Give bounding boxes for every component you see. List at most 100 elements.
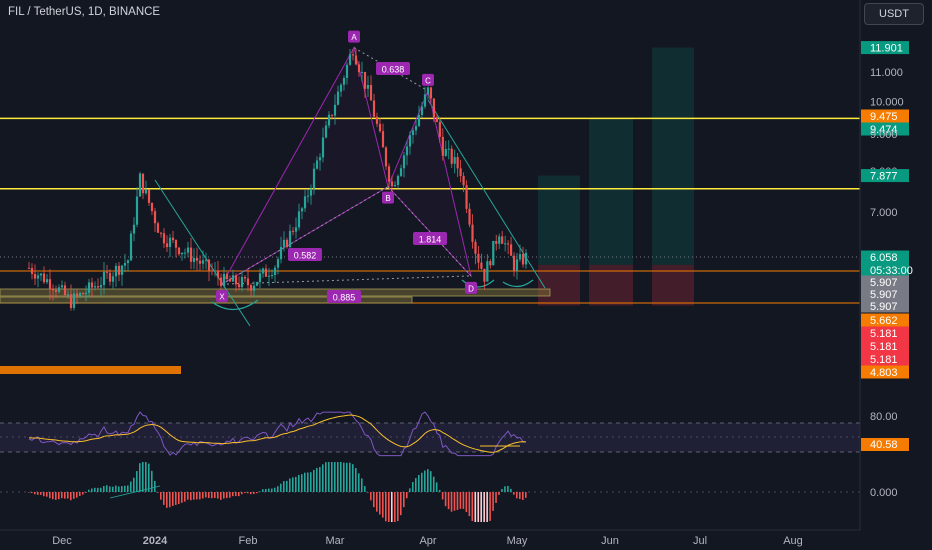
candle-body xyxy=(267,275,271,277)
candle-body xyxy=(521,254,525,265)
price-label: 6.058 xyxy=(870,252,898,264)
candle-body xyxy=(393,184,397,187)
macd-bar xyxy=(427,469,429,492)
candle-body xyxy=(111,276,115,282)
ratio-label-bg xyxy=(376,62,410,75)
ratio-line-xd xyxy=(221,275,472,285)
candle-body xyxy=(387,166,391,182)
macd-bar xyxy=(37,492,39,495)
candle-body xyxy=(33,273,37,279)
candle-body xyxy=(63,285,67,295)
macd-bar xyxy=(435,482,438,492)
macd-bar xyxy=(121,486,123,492)
macd-bar xyxy=(280,483,282,492)
time-tick: Apr xyxy=(419,535,436,547)
candle-body xyxy=(411,130,415,136)
candle-body xyxy=(399,168,403,176)
candle-body xyxy=(432,98,436,118)
candle-body xyxy=(459,168,462,176)
macd-bar xyxy=(507,485,509,492)
macd-bar xyxy=(178,492,180,504)
candle-body xyxy=(330,114,334,116)
macd-bar xyxy=(133,477,135,492)
macd-bar xyxy=(271,488,273,492)
candle-body xyxy=(231,275,235,282)
candle-body xyxy=(303,196,307,209)
price-label-bg xyxy=(861,313,909,327)
macd-bar xyxy=(501,489,503,492)
candle-body xyxy=(321,137,325,158)
candle-body xyxy=(117,265,121,275)
candle-body xyxy=(444,148,447,156)
macd-bar xyxy=(85,492,87,493)
stop-zone-1 xyxy=(538,264,580,306)
macd-bar xyxy=(190,492,192,501)
candle-body xyxy=(468,208,471,225)
macd-bar xyxy=(334,462,336,492)
macd-bar xyxy=(498,492,500,495)
candle-body xyxy=(423,94,427,107)
rsi-tick: 80.00 xyxy=(870,411,898,423)
candle-body xyxy=(81,293,85,295)
macd-bar xyxy=(58,492,60,500)
currency-button[interactable]: USDT xyxy=(864,3,924,25)
macd-bar xyxy=(49,492,51,499)
candle-body xyxy=(177,247,181,255)
candle-body xyxy=(105,271,109,273)
candle-body xyxy=(162,233,166,244)
candle-body xyxy=(249,285,253,291)
candle-body xyxy=(141,173,145,194)
time-tick: Jul xyxy=(693,535,707,547)
rsi-ma-line xyxy=(28,414,527,453)
candle-body xyxy=(515,259,519,272)
harmonic-point-x: X xyxy=(219,293,225,302)
candle-body xyxy=(147,189,151,203)
candle-body xyxy=(372,100,376,117)
candle-body xyxy=(285,239,289,247)
rsi-value-bg xyxy=(861,438,909,451)
candle-body xyxy=(486,261,489,282)
candle-body xyxy=(114,265,118,277)
time-tick: Dec xyxy=(52,535,72,547)
macd-bar xyxy=(525,492,527,498)
candle-body xyxy=(45,279,49,283)
candle-body xyxy=(237,284,241,288)
candle-body xyxy=(524,252,528,265)
price-axis[interactable]: 11.90111.00010.0009.4759.4749.0008.0007.… xyxy=(861,41,913,499)
price-tick: 7.000 xyxy=(870,207,898,219)
macd-bar xyxy=(474,492,477,522)
stop-zone-3 xyxy=(652,264,694,306)
macd-bar xyxy=(259,491,261,492)
macd-bar xyxy=(64,492,66,499)
candle-body xyxy=(509,244,513,256)
candle-body xyxy=(135,196,139,225)
price-label: 9.474 xyxy=(870,124,898,136)
macd-bar xyxy=(181,492,183,503)
macd-bar xyxy=(298,474,300,492)
macd-bar xyxy=(364,486,366,492)
ratio-label-bg xyxy=(413,232,447,245)
candle-body xyxy=(366,84,370,89)
macd-bar xyxy=(130,481,132,492)
candle-body xyxy=(369,84,373,101)
price-label-bg xyxy=(861,109,909,123)
time-axis[interactable]: Dec 2024 Feb Mar Apr May Jun Jul Aug xyxy=(52,535,803,547)
candle-body xyxy=(75,293,79,296)
candle-body xyxy=(312,168,316,189)
candle-body xyxy=(66,294,70,296)
macd-bar xyxy=(304,472,306,492)
candle-body xyxy=(480,262,483,269)
macd-bar xyxy=(253,492,255,494)
macd-bar xyxy=(337,462,339,492)
macd-bar xyxy=(379,492,381,515)
candle-body xyxy=(192,257,196,262)
macd-bar xyxy=(235,492,237,497)
macd-bar xyxy=(301,474,303,492)
macd-bar xyxy=(477,492,480,522)
candle-body xyxy=(132,224,136,234)
macd-bar xyxy=(340,462,342,492)
candle-body xyxy=(294,227,298,232)
macd-bar xyxy=(289,478,291,492)
price-label-bg xyxy=(861,352,909,366)
